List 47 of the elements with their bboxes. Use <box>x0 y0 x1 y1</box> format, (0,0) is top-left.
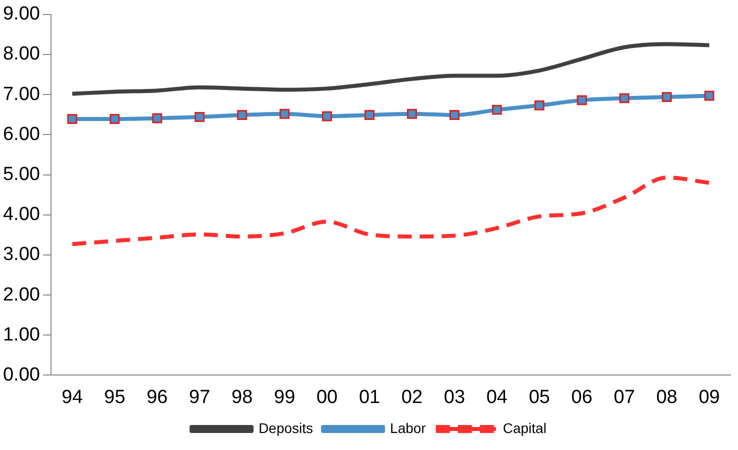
point <box>152 113 162 124</box>
point <box>67 114 78 124</box>
point <box>194 112 205 122</box>
point <box>449 110 460 120</box>
y-tick-label: 8.00 <box>2 44 40 65</box>
y-tick-label: 6.00 <box>2 124 40 145</box>
y-tick-label: 3.00 <box>2 244 40 266</box>
x-tick-label: 04 <box>486 386 508 408</box>
y-tick-label: 4.00 <box>2 204 40 226</box>
line-series <box>70 176 712 246</box>
x-tick-label: 03 <box>444 386 466 408</box>
point <box>492 104 502 115</box>
point <box>619 93 630 104</box>
y-tick-label: 7.00 <box>2 84 40 105</box>
x-tick-label: 96 <box>146 386 168 408</box>
legend-label: Deposits <box>258 420 314 436</box>
x-tick-label: 97 <box>189 386 210 408</box>
point <box>237 110 248 120</box>
point <box>322 111 332 122</box>
y-tick-label: 9.00 <box>2 4 40 25</box>
y-tick-label: 2.00 <box>2 284 40 306</box>
x-tick-label: 95 <box>104 386 126 408</box>
line-series <box>70 42 712 96</box>
x-tick-label: 98 <box>232 386 253 408</box>
point <box>704 90 714 101</box>
x-tick-label: 01 <box>358 386 380 408</box>
x-tick-label: 02 <box>401 386 423 408</box>
point <box>280 108 290 119</box>
point <box>110 114 120 124</box>
x-tick-label: 06 <box>571 386 592 408</box>
x-tick-label: 05 <box>528 386 550 408</box>
y-tick-label: 1.00 <box>2 324 40 346</box>
point <box>534 100 544 110</box>
x-tick-label: 99 <box>274 386 296 408</box>
point <box>364 110 374 120</box>
y-tick-label: 5.00 <box>2 164 40 185</box>
y-tick-label: 0.00 <box>2 364 40 386</box>
x-tick-label: 09 <box>698 386 720 408</box>
x-tick-label: 94 <box>62 386 84 408</box>
x-tick-label: 00 <box>316 386 338 408</box>
x-tick-label: 07 <box>614 386 635 408</box>
point <box>576 95 587 106</box>
x-tick-label: 08 <box>656 386 678 408</box>
point <box>662 92 672 102</box>
legend-label: Capital <box>502 420 546 436</box>
legend-label: Labor <box>390 420 426 436</box>
point <box>406 108 417 119</box>
